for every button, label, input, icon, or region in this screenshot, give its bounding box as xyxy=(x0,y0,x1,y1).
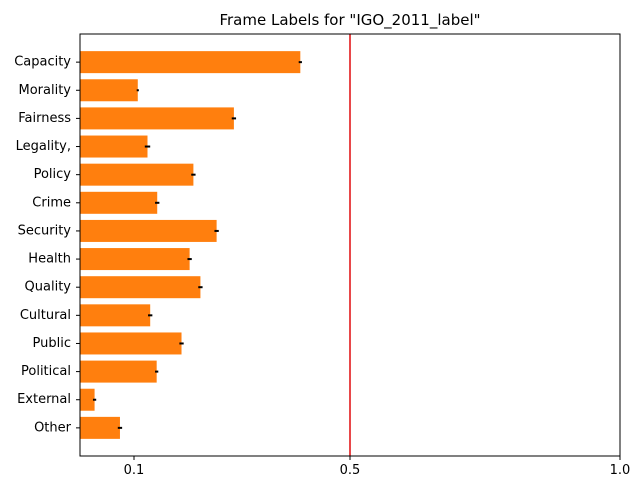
bar xyxy=(80,219,217,242)
x-tick-label: 1.0 xyxy=(610,463,631,478)
bar xyxy=(80,163,194,186)
bar xyxy=(80,332,182,355)
y-tick-label: Public xyxy=(33,336,71,351)
y-tick-label: Quality xyxy=(25,280,72,295)
y-tick-label: External xyxy=(17,392,71,407)
y-tick-label: Fairness xyxy=(18,111,71,126)
bar xyxy=(80,191,158,214)
y-tick-label: Legality, xyxy=(16,139,71,154)
x-tick-label: 0.1 xyxy=(124,463,145,478)
x-axis-ticks: 0.1 0.5 1.0 xyxy=(124,456,631,478)
bar xyxy=(80,248,190,271)
y-tick-label: Capacity xyxy=(14,55,71,70)
y-tick-label: Policy xyxy=(34,167,72,182)
bar xyxy=(80,304,151,327)
y-tick-label: Health xyxy=(28,252,71,267)
error-bars-group xyxy=(92,61,302,429)
y-axis-ticks: Capacity Morality Fairness Legality, Policy C… xyxy=(14,55,80,435)
y-tick-label: Security xyxy=(18,223,72,238)
bar xyxy=(80,107,234,130)
bar xyxy=(80,360,157,383)
y-tick-label: Crime xyxy=(32,195,71,210)
bar xyxy=(80,416,120,439)
x-tick-label: 0.5 xyxy=(340,463,361,478)
y-tick-label: Cultural xyxy=(20,308,71,323)
chart-title: Frame Labels for "IGO_2011_label" xyxy=(219,11,480,30)
bar xyxy=(80,51,301,74)
bar xyxy=(80,135,148,158)
bar xyxy=(80,388,95,411)
bars-group xyxy=(80,51,301,439)
y-tick-label: Morality xyxy=(19,83,72,98)
bar xyxy=(80,79,138,102)
y-tick-label: Political xyxy=(21,364,71,379)
bar xyxy=(80,276,201,299)
y-tick-label: Other xyxy=(34,420,72,435)
